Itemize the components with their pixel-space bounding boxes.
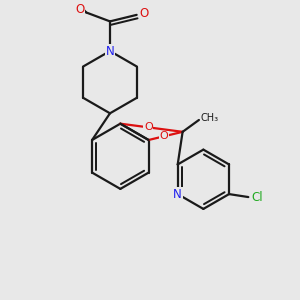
Text: O: O bbox=[160, 131, 168, 141]
Text: Cl: Cl bbox=[251, 190, 263, 204]
Text: CH₃: CH₃ bbox=[200, 113, 218, 124]
Text: O: O bbox=[144, 122, 153, 132]
Text: N: N bbox=[173, 188, 182, 201]
Text: O: O bbox=[140, 7, 149, 20]
Text: O: O bbox=[75, 3, 84, 16]
Text: N: N bbox=[106, 44, 114, 58]
